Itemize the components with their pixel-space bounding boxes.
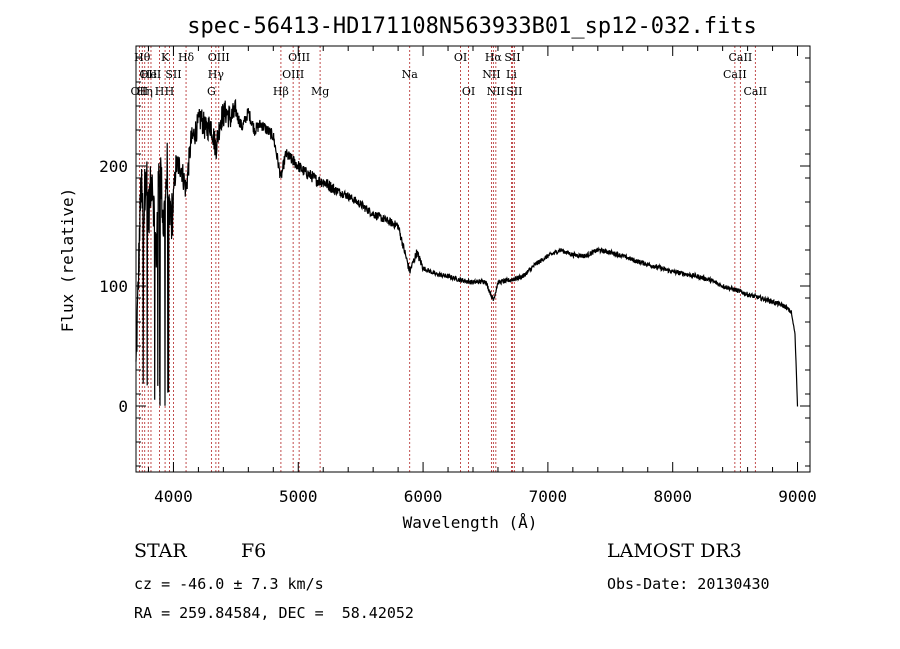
line-label-13: Hβ: [273, 85, 289, 98]
line-label-24: SII: [504, 51, 520, 64]
y-axis-label: Flux (relative): [58, 188, 77, 333]
x-tick-label-0: 4000: [154, 487, 193, 506]
line-label-23: Li: [506, 68, 517, 81]
spectrum-series-line: [135, 98, 799, 407]
line-label-25: SII: [506, 85, 522, 98]
x-axis-label: Wavelength (Å): [403, 513, 538, 532]
x-tick-label-4: 8000: [653, 487, 692, 506]
line-label-10: G: [207, 85, 216, 98]
line-label-4: HeI: [141, 68, 161, 81]
line-label-20: NII: [482, 68, 500, 81]
x-tick-label-3: 7000: [529, 487, 568, 506]
line-label-9: Hδ: [178, 51, 195, 64]
plot-frame: [135, 45, 811, 473]
observation-date: Obs-Date: 20130430: [607, 575, 770, 593]
chart-title: spec-56413-HD171108N563933B01_sp12-032.f…: [187, 14, 757, 39]
line-label-28: CaII: [743, 85, 767, 98]
line-label-19: OI: [462, 85, 475, 98]
x-tick-label-5: 9000: [778, 487, 817, 506]
redshift-velocity: cz = -46.0 ± 7.3 km/s: [134, 575, 324, 593]
line-label-2: Hη: [137, 85, 153, 98]
sky-coordinates: RA = 259.84584, DEC = 58.42052: [134, 604, 414, 622]
emission-line-labels: OIIHθHηOIIHeIHKHSIIHδGHγOIIIHβOIIIOIIIMg…: [131, 51, 768, 98]
line-label-5: H: [155, 85, 165, 98]
x-axis-ticks: 4000 5000 6000 7000 8000 9000: [147, 46, 817, 506]
line-label-3: OII: [139, 68, 157, 81]
line-label-12: OIII: [208, 51, 230, 64]
line-label-0: OII: [131, 85, 149, 98]
line-label-1: Hθ: [134, 51, 151, 64]
spectral-subclass: F6: [241, 540, 267, 562]
line-label-8: SII: [165, 68, 181, 81]
line-label-27: CaII: [729, 51, 753, 64]
y-tick-label-0: 0: [118, 397, 128, 416]
line-label-26: CaII: [723, 68, 747, 81]
x-tick-label-2: 6000: [404, 487, 443, 506]
line-label-14: OIII: [282, 68, 304, 81]
y-tick-label-1: 100: [99, 277, 128, 296]
object-class: STAR: [134, 540, 187, 562]
y-axis-ticks: 0 100 200: [99, 57, 810, 467]
line-label-22: NII: [487, 85, 505, 98]
line-label-17: Na: [402, 68, 419, 81]
line-label-18: OI: [454, 51, 467, 64]
line-label-7: H: [165, 85, 175, 98]
line-label-16: Mg: [311, 85, 329, 98]
y-tick-label-2: 200: [99, 157, 128, 176]
x-tick-label-1: 5000: [279, 487, 318, 506]
line-label-21: Hα: [485, 51, 503, 64]
line-label-15: OIII: [288, 51, 310, 64]
line-label-6: K: [161, 51, 170, 64]
survey-release: LAMOST DR3: [607, 540, 742, 562]
line-label-11: Hγ: [208, 68, 225, 81]
